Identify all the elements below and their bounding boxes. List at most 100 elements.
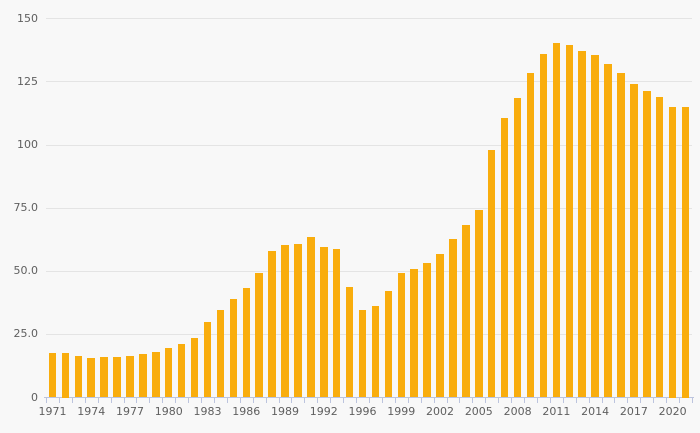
x-axis-tick-label: 1974 bbox=[77, 404, 106, 418]
x-axis-tick bbox=[459, 398, 461, 403]
bar-1983[interactable] bbox=[203, 322, 212, 398]
bar-2020[interactable] bbox=[668, 107, 677, 398]
x-axis-tick bbox=[84, 398, 86, 403]
bar-2010[interactable] bbox=[539, 54, 548, 398]
x-axis-tick-label: 2002 bbox=[426, 404, 455, 418]
x-axis-tick bbox=[136, 398, 138, 403]
x-axis-tick-label: 1983 bbox=[193, 404, 222, 418]
x-axis-tick-label: 2017 bbox=[619, 404, 648, 418]
x-axis-tick bbox=[485, 398, 487, 403]
x-axis-tick bbox=[498, 398, 500, 403]
x-axis-tick-label: 1986 bbox=[232, 404, 261, 418]
bar-1973[interactable] bbox=[74, 356, 83, 398]
bar-1975[interactable] bbox=[100, 357, 108, 398]
x-axis-tick bbox=[549, 398, 551, 403]
bar-2002[interactable] bbox=[436, 253, 444, 398]
bar-2016[interactable] bbox=[617, 73, 625, 398]
x-axis-tick-label: 2011 bbox=[542, 404, 571, 418]
bar-1976[interactable] bbox=[113, 357, 121, 398]
bar-2009[interactable] bbox=[526, 72, 535, 398]
bar-2018[interactable] bbox=[643, 91, 651, 398]
x-axis-tick bbox=[123, 398, 125, 403]
bar-1986[interactable] bbox=[242, 288, 250, 398]
bar-1979[interactable] bbox=[152, 352, 160, 398]
bar-2006[interactable] bbox=[487, 150, 496, 398]
bar-2012[interactable] bbox=[565, 45, 573, 398]
bar-1980[interactable] bbox=[164, 348, 173, 398]
bar-1978[interactable] bbox=[139, 353, 147, 398]
x-axis-tick bbox=[524, 398, 526, 403]
x-axis-tick bbox=[562, 398, 564, 403]
x-axis-tick bbox=[278, 398, 280, 403]
x-axis-tick bbox=[588, 398, 590, 403]
x-axis-tick bbox=[536, 398, 538, 403]
bar-2005[interactable] bbox=[475, 209, 483, 398]
x-axis-tick bbox=[356, 398, 358, 403]
x-axis-tick bbox=[381, 398, 383, 403]
bar-2003[interactable] bbox=[449, 239, 457, 398]
bar-1992[interactable] bbox=[320, 246, 328, 398]
bar-2001[interactable] bbox=[423, 262, 431, 398]
bar-2015[interactable] bbox=[604, 64, 612, 398]
x-axis-tick bbox=[175, 398, 177, 403]
bar-2011[interactable] bbox=[552, 42, 561, 398]
x-axis-tick bbox=[330, 398, 332, 403]
x-axis-tick bbox=[640, 398, 642, 403]
x-axis-tick bbox=[394, 398, 396, 403]
bar-2019[interactable] bbox=[655, 97, 664, 398]
bar-1987[interactable] bbox=[255, 272, 263, 398]
bar-1990[interactable] bbox=[294, 243, 302, 398]
bar-2017[interactable] bbox=[630, 84, 638, 398]
y-axis-tick-label: 0 bbox=[31, 390, 38, 404]
x-axis-tick bbox=[265, 398, 267, 403]
bar-1985[interactable] bbox=[229, 299, 238, 398]
x-axis-tick bbox=[58, 398, 60, 403]
bar-2004[interactable] bbox=[462, 224, 470, 398]
x-axis-tick bbox=[614, 398, 616, 403]
bar-1997[interactable] bbox=[371, 306, 380, 398]
x-axis-tick bbox=[692, 398, 693, 403]
bar-1991[interactable] bbox=[307, 236, 315, 398]
bar-1971[interactable] bbox=[48, 352, 57, 398]
bar-2021[interactable] bbox=[681, 107, 690, 398]
x-axis-tick bbox=[446, 398, 448, 403]
x-axis-tick bbox=[601, 398, 603, 403]
x-axis-tick bbox=[653, 398, 655, 403]
x-axis-line bbox=[44, 397, 694, 398]
bar-1982[interactable] bbox=[190, 337, 199, 398]
x-axis-tick bbox=[291, 398, 293, 403]
x-axis-tick bbox=[511, 398, 513, 403]
x-axis-tick bbox=[71, 398, 73, 403]
bar-1995[interactable] bbox=[345, 287, 354, 398]
y-gridline bbox=[46, 18, 692, 20]
x-axis-tick bbox=[666, 398, 668, 403]
bar-1984[interactable] bbox=[216, 310, 225, 398]
bar-2014[interactable] bbox=[591, 54, 599, 398]
bar-1999[interactable] bbox=[397, 273, 406, 398]
bar-1998[interactable] bbox=[384, 291, 393, 398]
bar-2000[interactable] bbox=[410, 268, 418, 398]
bar-1988[interactable] bbox=[268, 251, 276, 398]
x-axis-tick bbox=[252, 398, 254, 403]
x-axis-tick bbox=[627, 398, 629, 403]
x-axis-tick bbox=[162, 398, 164, 403]
bar-1977[interactable] bbox=[126, 356, 134, 398]
bar-1974[interactable] bbox=[87, 358, 95, 398]
x-axis-tick bbox=[213, 398, 215, 403]
x-axis-tick bbox=[679, 398, 681, 403]
bar-1994[interactable] bbox=[332, 249, 341, 398]
bar-2013[interactable] bbox=[578, 50, 586, 398]
bar-2008[interactable] bbox=[513, 97, 522, 398]
bar-1981[interactable] bbox=[177, 344, 186, 398]
x-axis-tick bbox=[407, 398, 409, 403]
x-axis-tick-label: 1999 bbox=[387, 404, 416, 418]
bar-1972[interactable] bbox=[61, 353, 70, 398]
bar-1996[interactable] bbox=[358, 309, 367, 398]
x-axis-tick bbox=[149, 398, 151, 403]
x-axis-tick-label: 1992 bbox=[309, 404, 338, 418]
bar-1989[interactable] bbox=[281, 245, 289, 398]
y-axis-tick-label: 50.0 bbox=[13, 264, 39, 278]
x-axis-tick-label: 1977 bbox=[115, 404, 144, 418]
bar-2007[interactable] bbox=[500, 118, 509, 398]
